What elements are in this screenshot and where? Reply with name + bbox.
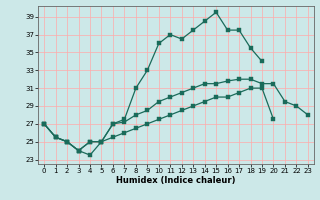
X-axis label: Humidex (Indice chaleur): Humidex (Indice chaleur) (116, 176, 236, 185)
